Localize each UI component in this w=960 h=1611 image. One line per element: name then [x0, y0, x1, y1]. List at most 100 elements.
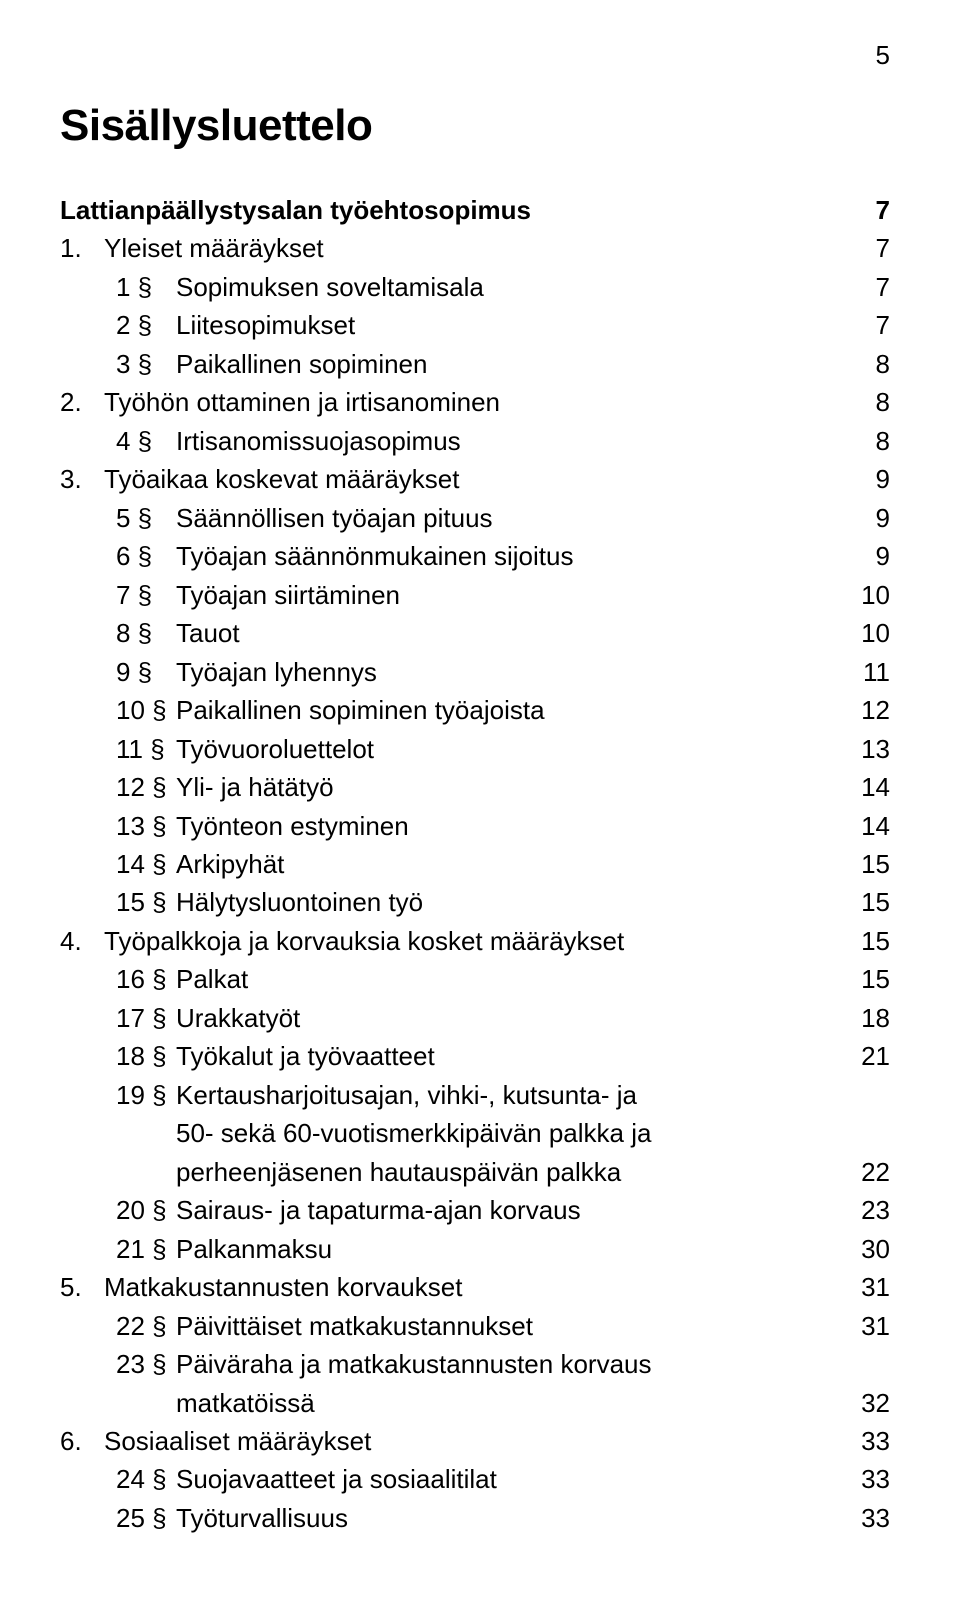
toc-item: 12 §Yli- ja hätätyö14 — [60, 768, 890, 806]
toc-item-num: 8 § — [116, 614, 176, 652]
toc-item-num: 9 § — [116, 653, 176, 691]
toc-item-num: 6 § — [116, 537, 176, 575]
toc-page: 14 — [846, 768, 890, 806]
toc-label: Työpalkkoja ja korvauksia kosket määräyk… — [104, 922, 624, 960]
toc-page: 15 — [846, 883, 890, 921]
toc-item-num: 7 § — [116, 576, 176, 614]
toc-line: 19 §Kertausharjoitusajan, vihki-, kutsun… — [60, 1076, 890, 1114]
toc-line: 23 §Päiväraha ja matkakustannusten korva… — [60, 1345, 890, 1383]
toc-item-num: 3 § — [116, 345, 176, 383]
toc-page: 23 — [846, 1191, 890, 1229]
toc-item: 7 §Työajan siirtäminen10 — [60, 576, 890, 614]
toc-label: Säännöllisen työajan pituus — [176, 499, 493, 537]
toc-heading: Lattianpäällystysalan työehtosopimus7 — [60, 191, 890, 229]
toc-item-num: 10 § — [116, 691, 176, 729]
toc-label: Kertausharjoitusajan, vihki-, kutsunta- … — [176, 1076, 637, 1114]
toc-chapter-num: 1. — [60, 229, 104, 267]
toc-label: Työajan lyhennys — [176, 653, 377, 691]
toc-item: 16 §Palkat15 — [60, 960, 890, 998]
toc-item: 15 §Hälytysluontoinen työ15 — [60, 883, 890, 921]
toc-page: 18 — [846, 999, 890, 1037]
toc-item-num: 13 § — [116, 807, 176, 845]
toc-chapter: 6.Sosiaaliset määräykset33 — [60, 1422, 890, 1460]
toc-label: Työturvallisuus — [176, 1499, 348, 1537]
toc-item-num: 24 § — [116, 1460, 176, 1498]
toc-chapter-num: 5. — [60, 1268, 104, 1306]
toc-label: Suojavaatteet ja sosiaalitilat — [176, 1460, 497, 1498]
toc-item-num: 20 § — [116, 1191, 176, 1229]
toc-page: 15 — [846, 960, 890, 998]
toc-item: 3 §Paikallinen sopiminen 8 — [60, 345, 890, 383]
toc-item-num: 21 § — [116, 1230, 176, 1268]
toc-label: Palkanmaksu — [176, 1230, 332, 1268]
toc-item-num: 14 § — [116, 845, 176, 883]
toc-page: 22 — [846, 1153, 890, 1191]
toc-label: Matkakustannusten korvaukset — [104, 1268, 462, 1306]
toc-label: Työaikaa koskevat määräykset — [104, 460, 460, 498]
toc-label: Sopimuksen soveltamisala — [176, 268, 484, 306]
toc-page: 7 — [846, 191, 890, 229]
toc-page: 7 — [846, 229, 890, 267]
toc-item: 5 §Säännöllisen työajan pituus9 — [60, 499, 890, 537]
toc-page: 7 — [846, 306, 890, 344]
toc-page: 7 — [846, 268, 890, 306]
toc-label: Hälytysluontoinen työ — [176, 883, 423, 921]
toc-label: Paikallinen sopiminen — [176, 345, 427, 383]
toc-page: 12 — [846, 691, 890, 729]
toc-item-num: 25 § — [116, 1499, 176, 1537]
toc-label: Palkat — [176, 960, 248, 998]
toc-chapter: 2.Työhön ottaminen ja irtisanominen8 — [60, 383, 890, 421]
toc-label: Paikallinen sopiminen työajoista — [176, 691, 545, 729]
toc-title: Sisällysluettelo — [60, 101, 890, 151]
toc-label: Yleiset määräykset — [104, 229, 324, 267]
toc-page: 32 — [846, 1384, 890, 1422]
toc-chapter-num: 2. — [60, 383, 104, 421]
toc-label: perheenjäsenen hautauspäivän palkka — [176, 1153, 621, 1191]
toc-page: 8 — [846, 345, 890, 383]
toc-item: 8 §Tauot10 — [60, 614, 890, 652]
toc-item-num: 4 § — [116, 422, 176, 460]
toc-page: 33 — [846, 1460, 890, 1498]
toc-chapter: 5.Matkakustannusten korvaukset31 — [60, 1268, 890, 1306]
toc-label: Päiväraha ja matkakustannusten korvaus — [176, 1345, 652, 1383]
toc-page: 10 — [846, 614, 890, 652]
toc-item: 11 §Työvuoroluettelot13 — [60, 730, 890, 768]
toc-line: 50- sekä 60-vuotismerkkipäivän palkka ja — [60, 1114, 890, 1152]
toc-label: Liitesopimukset — [176, 306, 355, 344]
toc-item-num: 5 § — [116, 499, 176, 537]
toc-label: Urakkatyöt — [176, 999, 300, 1037]
toc-page: 8 — [846, 422, 890, 460]
toc-item-num: 23 § — [116, 1345, 176, 1383]
toc-page: 14 — [846, 807, 890, 845]
toc-label: Yli- ja hätätyö — [176, 768, 334, 806]
toc-item: 10 §Paikallinen sopiminen työajoista 12 — [60, 691, 890, 729]
toc-page: 15 — [846, 845, 890, 883]
toc-item: 1 §Sopimuksen soveltamisala 7 — [60, 268, 890, 306]
toc-chapter-num: 4. — [60, 922, 104, 960]
toc-label: Työajan säännönmukainen sijoitus — [176, 537, 573, 575]
toc-item-num: 18 § — [116, 1037, 176, 1075]
toc-page: 13 — [846, 730, 890, 768]
toc-item: 20 §Sairaus- ja tapaturma-ajan korvaus 23 — [60, 1191, 890, 1229]
toc-item: 18 §Työkalut ja työvaatteet21 — [60, 1037, 890, 1075]
toc-chapter-num: 6. — [60, 1422, 104, 1460]
toc-label: Irtisanomissuojasopimus — [176, 422, 461, 460]
toc-item-num: 2 § — [116, 306, 176, 344]
toc-page: 9 — [846, 537, 890, 575]
toc-item: 25 §Työturvallisuus33 — [60, 1499, 890, 1537]
toc-item-multi: 23 §Päiväraha ja matkakustannusten korva… — [60, 1345, 890, 1422]
toc-label: Työajan siirtäminen — [176, 576, 400, 614]
toc-chapter: 4.Työpalkkoja ja korvauksia kosket määrä… — [60, 922, 890, 960]
toc-label: Sairaus- ja tapaturma-ajan korvaus — [176, 1191, 581, 1229]
toc-label: Työvuoroluettelot — [176, 730, 374, 768]
toc-item: 2 §Liitesopimukset 7 — [60, 306, 890, 344]
toc-item: 14 §Arkipyhät15 — [60, 845, 890, 883]
toc-item: 17 §Urakkatyöt18 — [60, 999, 890, 1037]
toc-label: Työkalut ja työvaatteet — [176, 1037, 435, 1075]
toc-item-num: 1 § — [116, 268, 176, 306]
toc-item-multi: 19 §Kertausharjoitusajan, vihki-, kutsun… — [60, 1076, 890, 1191]
toc-item: 22 §Päivittäiset matkakustannukset31 — [60, 1307, 890, 1345]
toc-chapter: 3.Työaikaa koskevat määräykset9 — [60, 460, 890, 498]
toc-line: matkatöissä32 — [60, 1384, 890, 1422]
toc-item: 21 §Palkanmaksu30 — [60, 1230, 890, 1268]
